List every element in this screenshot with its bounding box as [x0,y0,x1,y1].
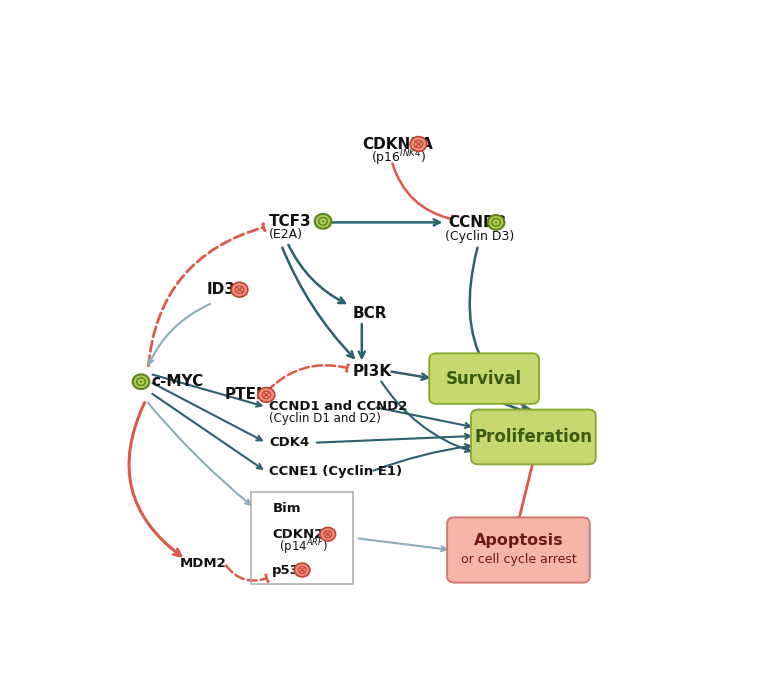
Text: (p14$^{ARF}$): (p14$^{ARF}$) [280,538,329,557]
Text: (Cyclin D1 and D2): (Cyclin D1 and D2) [270,412,381,425]
Circle shape [132,374,149,389]
Text: Survival: Survival [446,370,522,387]
Text: c-MYC: c-MYC [152,374,204,389]
Text: p53: p53 [273,563,300,576]
Text: ID3: ID3 [206,282,236,297]
Text: (E2A): (E2A) [270,228,303,241]
Bar [251,492,353,584]
Text: CDKN2A: CDKN2A [362,137,433,152]
FancyBboxPatch shape [429,353,539,404]
Text: CCND3: CCND3 [448,215,507,230]
FancyBboxPatch shape [447,518,590,583]
Text: CDKN2A: CDKN2A [273,528,333,541]
Text: Apoptosis: Apoptosis [474,533,564,548]
Circle shape [315,214,331,229]
Text: (Cyclin D3): (Cyclin D3) [445,229,514,242]
Text: PTEN: PTEN [225,387,270,402]
Text: Bim: Bim [273,502,301,515]
Text: CDK4: CDK4 [270,436,310,449]
Text: CCNE1 (Cyclin E1): CCNE1 (Cyclin E1) [270,465,403,478]
Text: BCR: BCR [353,306,387,321]
Text: Proliferation: Proliferation [474,428,592,446]
Circle shape [322,221,324,222]
Text: CCND1 and CCND2: CCND1 and CCND2 [270,400,407,413]
Circle shape [231,282,248,297]
Circle shape [258,387,275,402]
Text: or cell cycle arrest: or cell cycle arrest [460,553,576,566]
Text: MDM2: MDM2 [180,557,226,570]
Text: PI3K: PI3K [353,364,392,378]
Circle shape [487,215,504,229]
Text: (p16$^{INK4}$): (p16$^{INK4}$) [371,148,426,168]
Circle shape [410,137,427,152]
Circle shape [140,380,142,382]
Text: TCF3: TCF3 [270,214,312,229]
Circle shape [495,221,497,223]
FancyBboxPatch shape [471,410,596,464]
Circle shape [320,527,336,541]
Circle shape [294,563,310,577]
